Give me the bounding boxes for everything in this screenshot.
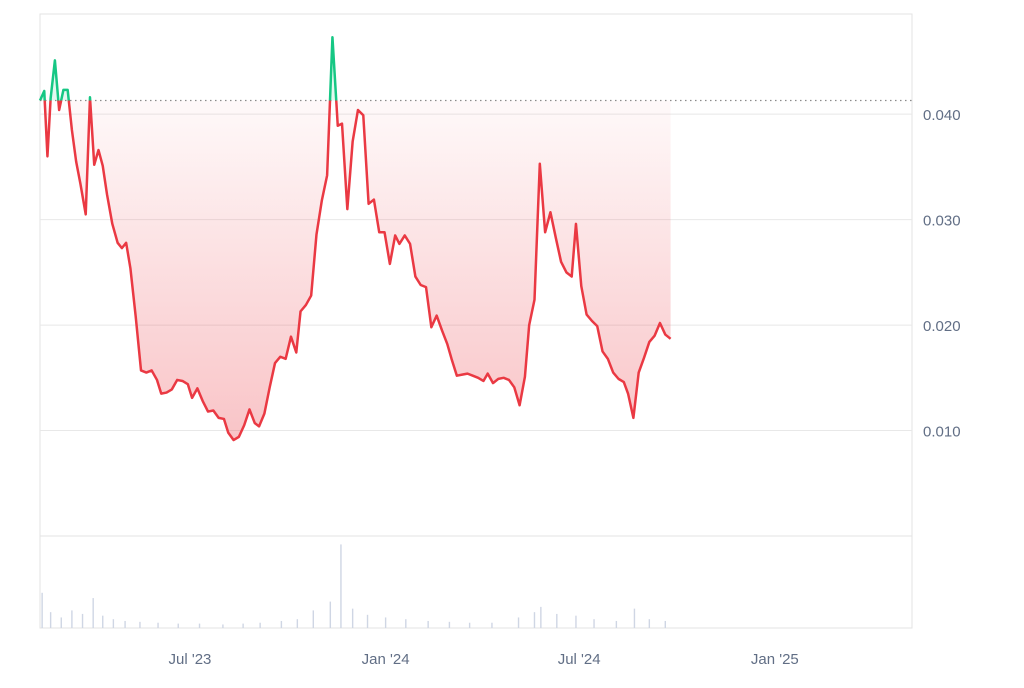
volume-bar xyxy=(312,610,314,628)
volume-bar xyxy=(448,621,451,628)
x-tick-label: Jul '24 xyxy=(558,651,601,668)
volume-bar xyxy=(242,623,244,628)
y-tick-label: 0.040 xyxy=(923,107,961,124)
volume-bar xyxy=(405,619,407,628)
volume-bar xyxy=(556,613,558,628)
volume-bar xyxy=(81,613,84,628)
volume-bar xyxy=(71,610,73,628)
volume-bar xyxy=(593,619,595,628)
volume-bar xyxy=(259,622,261,628)
volume-bar xyxy=(222,624,224,628)
x-tick-label: Jan '25 xyxy=(751,651,799,668)
volume-bar xyxy=(60,617,62,628)
below-baseline-area xyxy=(44,100,671,441)
volume-bar xyxy=(517,617,520,628)
volume-bar xyxy=(296,619,299,628)
volume-bar xyxy=(533,612,536,628)
volume-bar xyxy=(157,622,159,628)
volume-bar xyxy=(92,598,94,628)
volume-bar xyxy=(366,614,369,628)
volume-bar xyxy=(427,620,429,628)
volume-bar xyxy=(664,620,666,628)
y-tick-label: 0.010 xyxy=(923,424,961,441)
volume-bar xyxy=(468,622,471,628)
y-tick-label: 0.020 xyxy=(923,318,961,335)
volume-bar xyxy=(633,608,636,628)
volume-bar xyxy=(102,615,104,628)
price-line-below xyxy=(40,100,672,442)
volume-bar xyxy=(280,620,283,628)
y-tick-label: 0.030 xyxy=(923,213,961,230)
volume-bar xyxy=(491,622,493,628)
volume-bar xyxy=(49,612,52,628)
volume-bar xyxy=(384,617,387,628)
volume-bar xyxy=(329,601,332,628)
volume-bar xyxy=(575,615,577,628)
x-tick-label: Jul '23 xyxy=(168,651,211,668)
x-tick-label: Jan '24 xyxy=(362,651,410,668)
plot-frame xyxy=(39,13,913,629)
volume-bar xyxy=(124,620,126,628)
volume-bar xyxy=(648,619,651,628)
volume-bar xyxy=(41,592,43,628)
volume-bar xyxy=(340,544,342,628)
volume-bar xyxy=(198,623,201,628)
volume-bar xyxy=(351,608,354,628)
volume-bar xyxy=(112,619,115,628)
volume-bar xyxy=(177,623,179,628)
volume-bar xyxy=(139,621,141,628)
volume-bar xyxy=(615,620,618,628)
volume-bar xyxy=(540,606,542,628)
